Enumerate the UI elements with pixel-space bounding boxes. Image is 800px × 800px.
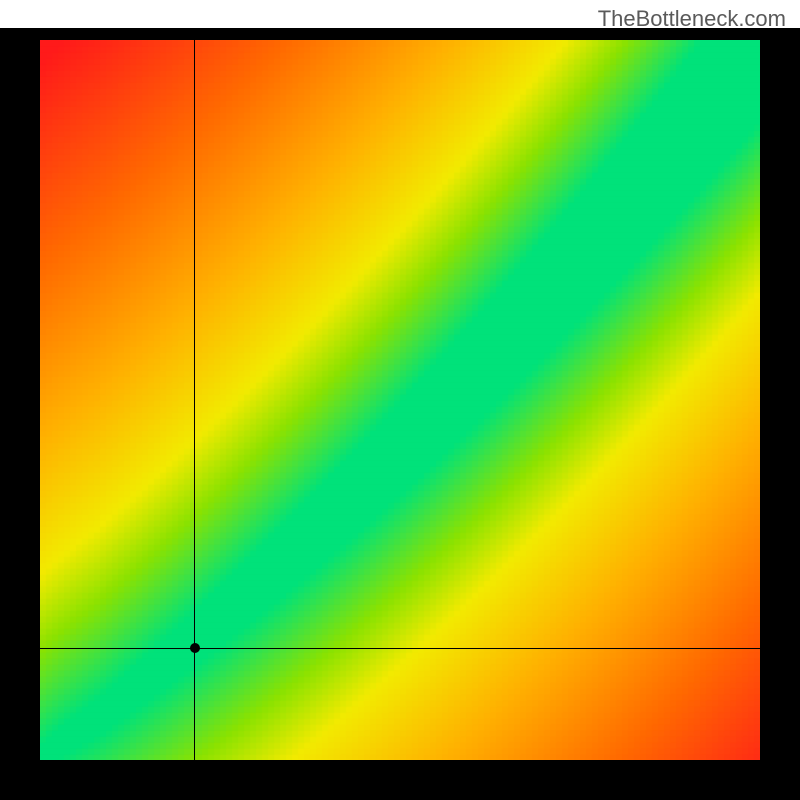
crosshair-horizontal (40, 648, 760, 649)
watermark-text: TheBottleneck.com (598, 6, 786, 32)
heatmap-plot (40, 40, 760, 760)
marker-dot (190, 643, 200, 653)
heatmap-canvas (40, 40, 760, 760)
chart-frame (0, 28, 800, 800)
